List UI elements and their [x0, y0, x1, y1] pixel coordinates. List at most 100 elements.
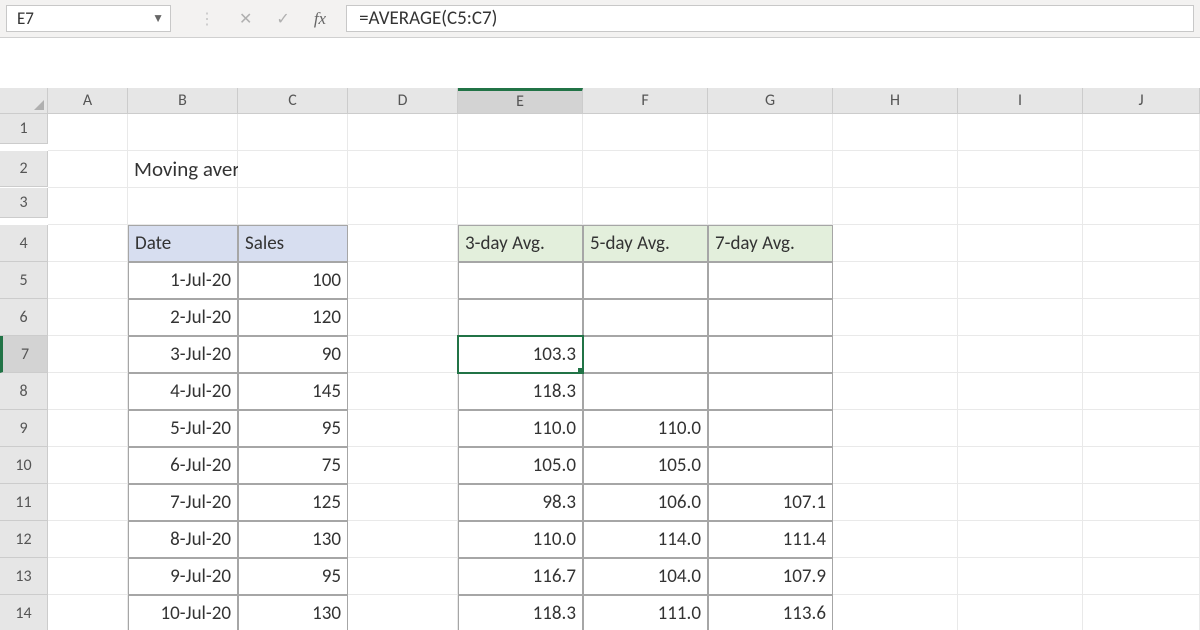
- cell-B7[interactable]: 3-Jul-20: [128, 336, 238, 373]
- cell-I3[interactable]: [958, 188, 1083, 225]
- col-head-E[interactable]: E: [458, 88, 583, 114]
- cell-D10[interactable]: [348, 447, 458, 484]
- cell-C1[interactable]: [238, 114, 348, 151]
- cell-D9[interactable]: [348, 410, 458, 447]
- row-head-14[interactable]: 14: [0, 595, 48, 630]
- cell-B11[interactable]: 7-Jul-20: [128, 484, 238, 521]
- cell-D7[interactable]: [348, 336, 458, 373]
- cell-I9[interactable]: [958, 410, 1083, 447]
- cell-E11[interactable]: 98.3: [458, 484, 583, 521]
- cell-I7[interactable]: [958, 336, 1083, 373]
- col-head-B[interactable]: B: [128, 88, 238, 114]
- col-head-J[interactable]: J: [1083, 88, 1200, 114]
- cell-B14[interactable]: 10-Jul-20: [128, 595, 238, 630]
- col-head-H[interactable]: H: [833, 88, 958, 114]
- title-cell[interactable]: Moving average formula: [128, 151, 238, 188]
- cell-B13[interactable]: 9-Jul-20: [128, 558, 238, 595]
- col-head-I[interactable]: I: [958, 88, 1083, 114]
- cell-B1[interactable]: [128, 114, 238, 151]
- cell-H11[interactable]: [833, 484, 958, 521]
- cell-A14[interactable]: [48, 595, 128, 630]
- worksheet-grid[interactable]: ABCDEFGHIJ12Moving average formula34Date…: [0, 88, 1200, 630]
- cell-I6[interactable]: [958, 299, 1083, 336]
- cell-F5[interactable]: [583, 262, 708, 299]
- cell-A11[interactable]: [48, 484, 128, 521]
- cell-C7[interactable]: 90: [238, 336, 348, 373]
- cell-C3[interactable]: [238, 188, 348, 225]
- cell-D5[interactable]: [348, 262, 458, 299]
- col-head-G[interactable]: G: [708, 88, 833, 114]
- th-5day[interactable]: 5-day Avg.: [583, 225, 708, 262]
- cell-J10[interactable]: [1083, 447, 1200, 484]
- cell-H6[interactable]: [833, 299, 958, 336]
- cancel-icon[interactable]: ✕: [239, 9, 252, 29]
- select-all-corner[interactable]: [0, 88, 48, 114]
- row-head-4[interactable]: 4: [0, 225, 48, 262]
- cell-F14[interactable]: 111.0: [583, 595, 708, 630]
- cell-J11[interactable]: [1083, 484, 1200, 521]
- row-head-6[interactable]: 6: [0, 299, 48, 336]
- cell-H1[interactable]: [833, 114, 958, 151]
- cell-E3[interactable]: [458, 188, 583, 225]
- cell-J9[interactable]: [1083, 410, 1200, 447]
- cell-G13[interactable]: 107.9: [708, 558, 833, 595]
- cell-G14[interactable]: 113.6: [708, 595, 833, 630]
- cell-I8[interactable]: [958, 373, 1083, 410]
- row-head-7[interactable]: 7: [0, 336, 48, 373]
- col-head-C[interactable]: C: [238, 88, 348, 114]
- cell-A9[interactable]: [48, 410, 128, 447]
- cell-F12[interactable]: 114.0: [583, 521, 708, 558]
- cell-G12[interactable]: 111.4: [708, 521, 833, 558]
- cell-E9[interactable]: 110.0: [458, 410, 583, 447]
- cell-H13[interactable]: [833, 558, 958, 595]
- cell-I5[interactable]: [958, 262, 1083, 299]
- cell-B6[interactable]: 2-Jul-20: [128, 299, 238, 336]
- th-7day[interactable]: 7-day Avg.: [708, 225, 833, 262]
- cell-G11[interactable]: 107.1: [708, 484, 833, 521]
- cell-F9[interactable]: 110.0: [583, 410, 708, 447]
- row-head-8[interactable]: 8: [0, 373, 48, 410]
- cell-J1[interactable]: [1083, 114, 1200, 151]
- th-sales[interactable]: Sales: [238, 225, 348, 262]
- cell-C2[interactable]: [238, 151, 348, 188]
- cell-I1[interactable]: [958, 114, 1083, 151]
- row-head-13[interactable]: 13: [0, 558, 48, 595]
- cell-I10[interactable]: [958, 447, 1083, 484]
- cell-J4[interactable]: [1083, 225, 1200, 262]
- row-head-11[interactable]: 11: [0, 484, 48, 521]
- selected-cell[interactable]: 103.3: [458, 336, 583, 373]
- cell-C9[interactable]: 95: [238, 410, 348, 447]
- cell-H8[interactable]: [833, 373, 958, 410]
- cell-D2[interactable]: [348, 151, 458, 188]
- cell-E12[interactable]: 110.0: [458, 521, 583, 558]
- cell-F11[interactable]: 106.0: [583, 484, 708, 521]
- th-3day[interactable]: 3-day Avg.: [458, 225, 583, 262]
- cell-H7[interactable]: [833, 336, 958, 373]
- cell-I14[interactable]: [958, 595, 1083, 630]
- cell-C5[interactable]: 100: [238, 262, 348, 299]
- cell-E13[interactable]: 116.7: [458, 558, 583, 595]
- cell-G8[interactable]: [708, 373, 833, 410]
- cell-J6[interactable]: [1083, 299, 1200, 336]
- cell-A5[interactable]: [48, 262, 128, 299]
- cell-D1[interactable]: [348, 114, 458, 151]
- cell-J14[interactable]: [1083, 595, 1200, 630]
- cell-G10[interactable]: [708, 447, 833, 484]
- row-head-10[interactable]: 10: [0, 447, 48, 484]
- row-head-3[interactable]: 3: [0, 188, 48, 218]
- formula-input[interactable]: =AVERAGE(C5:C7): [346, 5, 1194, 32]
- cell-C13[interactable]: 95: [238, 558, 348, 595]
- cell-D4[interactable]: [348, 225, 458, 262]
- cell-H10[interactable]: [833, 447, 958, 484]
- cell-B12[interactable]: 8-Jul-20: [128, 521, 238, 558]
- cell-D6[interactable]: [348, 299, 458, 336]
- cell-H9[interactable]: [833, 410, 958, 447]
- cell-D8[interactable]: [348, 373, 458, 410]
- col-head-F[interactable]: F: [583, 88, 708, 114]
- cell-B8[interactable]: 4-Jul-20: [128, 373, 238, 410]
- cell-F3[interactable]: [583, 188, 708, 225]
- cell-I12[interactable]: [958, 521, 1083, 558]
- cell-C12[interactable]: 130: [238, 521, 348, 558]
- cell-G5[interactable]: [708, 262, 833, 299]
- cell-B9[interactable]: 5-Jul-20: [128, 410, 238, 447]
